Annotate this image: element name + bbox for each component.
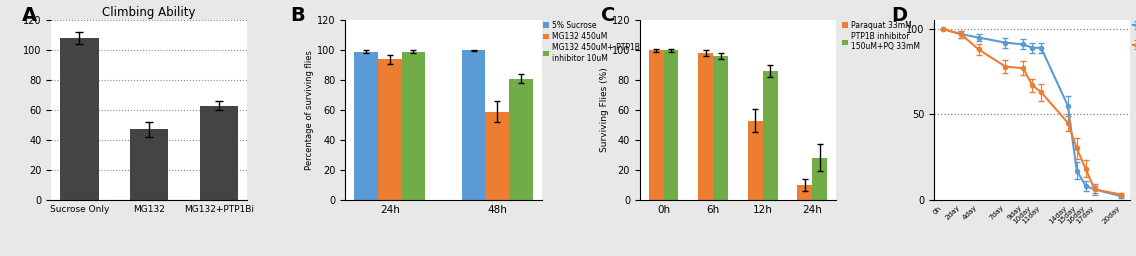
- Bar: [797, 185, 812, 200]
- Bar: [699, 53, 713, 200]
- Bar: [402, 52, 425, 200]
- Bar: [485, 112, 509, 200]
- Text: A: A: [22, 6, 36, 25]
- Text: B: B: [291, 6, 306, 25]
- Bar: [509, 79, 533, 200]
- Bar: [60, 38, 99, 200]
- Bar: [354, 52, 378, 200]
- Bar: [649, 50, 663, 200]
- Bar: [462, 50, 485, 200]
- Text: C: C: [601, 6, 615, 25]
- Bar: [663, 50, 678, 200]
- Title: Climbing Ability: Climbing Ability: [102, 6, 197, 19]
- Bar: [812, 158, 827, 200]
- Legend: DMSO, PTP1B inhibitor
100uM: DMSO, PTP1B inhibitor 100uM: [1133, 21, 1136, 54]
- Bar: [378, 59, 402, 200]
- Bar: [200, 106, 239, 200]
- Y-axis label: Percentage of surviving flies: Percentage of surviving flies: [306, 50, 315, 170]
- Y-axis label: Surviving Flies (%): Surviving Flies (%): [600, 68, 609, 153]
- Legend: Paraquat 33mM, PTP1B inhibitor
150uM+PQ 33mM: Paraquat 33mM, PTP1B inhibitor 150uM+PQ …: [842, 21, 920, 51]
- Bar: [713, 56, 728, 200]
- Bar: [130, 130, 168, 200]
- Bar: [762, 71, 777, 200]
- Bar: [747, 121, 762, 200]
- Text: D: D: [891, 6, 907, 25]
- Legend: 5% Sucrose, MG132 450uM, MG132 450uM+ PTP1B
inhibitor 10uM: 5% Sucrose, MG132 450uM, MG132 450uM+ PT…: [543, 21, 640, 63]
